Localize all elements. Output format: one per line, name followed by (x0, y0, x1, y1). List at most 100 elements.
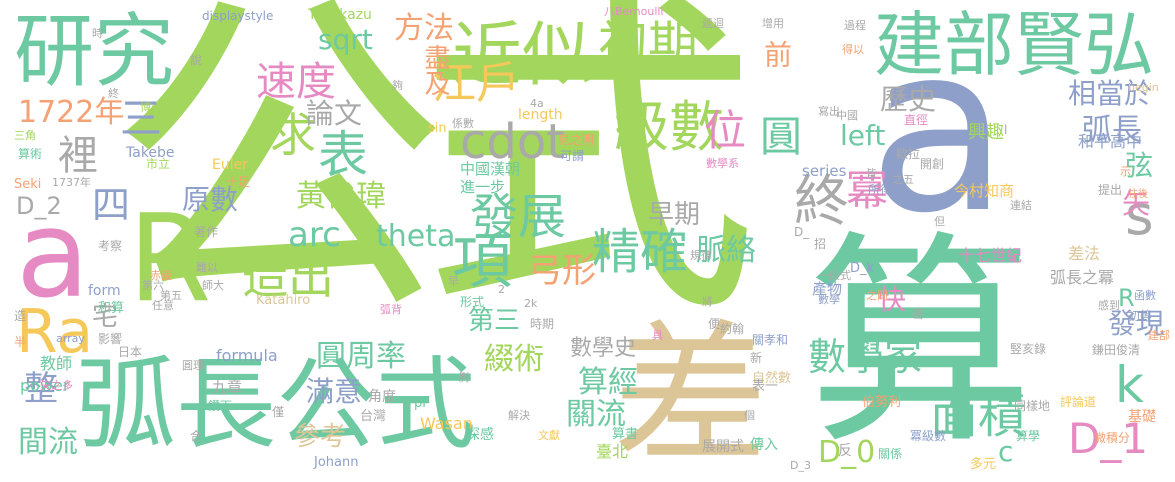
word-de-yi: 得以 (842, 43, 864, 56)
word-zhuo-shu: 綴術 (484, 342, 544, 377)
word-mai-luo: 脈絡 (696, 233, 756, 268)
word-zhi-wu: 之五 (892, 173, 914, 186)
word-di-wu: 第五 (160, 289, 182, 302)
word-shu-xue: 數學 (818, 293, 840, 306)
word-shi-zu: 十足 (226, 175, 251, 189)
word-xie-chu: 寫出 (818, 105, 840, 118)
word-xiang-dang-yu: 相當於 (1068, 77, 1153, 110)
word-mi: 冪 (846, 166, 889, 215)
word-san: 三 (120, 94, 163, 143)
word-ou-la: 歐拉 (896, 147, 921, 161)
word-D-2: D_2 (16, 192, 62, 220)
word-ren-yi: 任意 (152, 299, 174, 312)
word-fa-zhan: 發展 (470, 189, 567, 245)
word-jin-cun-zhi-shang: 今村知商 (954, 182, 1015, 200)
word-D-1: D_1 (1068, 414, 1149, 463)
word-zhao: 招 (814, 237, 827, 251)
word-ying-xiang: 影響 (98, 332, 123, 346)
word-jin-si: 近似 (452, 14, 592, 96)
word-s: s (1125, 183, 1154, 247)
word-he-suan: 和算 (98, 301, 125, 316)
word-huang-jun-wei: 黃俊瑋 (296, 179, 386, 214)
word-lian-jie: 連結 (1010, 199, 1032, 212)
word-kao-cha: 考察 (98, 239, 123, 253)
word-kuai: 快 (878, 283, 907, 316)
word-dan: 但 (934, 215, 945, 228)
word-cha: 差 (613, 305, 768, 482)
word-ju: 具 (652, 329, 663, 342)
word-suo-de: 所得 (868, 183, 893, 197)
word-1737: 1737年 (52, 176, 91, 189)
word-ping-lun-dao: 評論道 (1060, 395, 1097, 409)
word-k: k (1115, 356, 1144, 414)
word-R-large: R (128, 190, 212, 329)
word-jin-yi-bu: 進一步 (460, 178, 506, 196)
word-biao: 表 (318, 126, 368, 184)
word-kai-chuang: 開創 (920, 157, 945, 171)
word-jiang-hu: 江戶 (432, 58, 520, 109)
word-ci-da: 師大 (202, 279, 224, 292)
word-shu-xue-jia: 數學家 (808, 335, 923, 379)
word-gui-lv: 規律 (690, 249, 712, 262)
word-xing-shi: 形式 (460, 295, 485, 309)
word-bo-shi: 博士 (140, 101, 162, 114)
word-yi-ban-shi: 一般式 (818, 269, 851, 282)
word-hu-bei: 弧背 (380, 303, 402, 316)
word-ban: 半 (14, 335, 27, 349)
word-yuan: 圓 (760, 112, 803, 161)
word-power: power (20, 376, 70, 395)
word-di-san: 第三 (468, 306, 521, 336)
word-ji-chu: 基礎 (1128, 409, 1156, 425)
word-fa-xian: 發現 (1108, 307, 1165, 340)
word-zhu-zuo: 著作 (194, 225, 219, 239)
word-ji-shu: 級數 (614, 95, 725, 159)
word-bernoulli: 八Bernoulli (604, 5, 664, 18)
word-wei: 位 (704, 106, 747, 155)
word-suan: 算 (808, 213, 1033, 475)
word-shi-time: 時 (92, 27, 103, 40)
word-xiang: 項 (452, 227, 512, 297)
word-zhou-li: 圓理 (182, 359, 204, 372)
word-yuan-shu: 原數 (182, 183, 239, 216)
word-chan-wu: 產物 (812, 280, 843, 298)
word-chu-deng: 初等 (1128, 309, 1153, 323)
word-jing-que: 精確 (592, 224, 689, 280)
word-D-3: D_3 (790, 459, 811, 472)
word-cdot: cdot (460, 114, 566, 170)
word-biao-yi: 表一 (752, 379, 779, 394)
word-shi: 矢 (1122, 187, 1151, 220)
word-zhi-jing: 直徑 (904, 113, 929, 127)
word-jie-jue: 解決 (508, 409, 530, 422)
word-xin: 新 (750, 351, 763, 365)
word-hu-chang-gong-shi: 弧長公式 (76, 346, 476, 463)
word-2k: 2k (524, 297, 538, 310)
word-ti-chu: 提出 (1098, 183, 1123, 197)
word-katahiro: Katahiro (256, 293, 311, 308)
word-can-kao: 參考 (294, 422, 347, 452)
word-arc: arc (288, 215, 341, 255)
word-cha-fa: 差法 (1068, 244, 1101, 263)
word-li: 裡 (58, 133, 98, 179)
word-yuan-zhou-lu: 圓周率 (316, 339, 406, 374)
word-xi-shu: 係數 (452, 117, 474, 130)
word-ge: 個 (744, 409, 755, 422)
word-han-shu: 函數 (1134, 289, 1156, 302)
word-he: 合 (190, 429, 203, 443)
word-jiao-shi: 教師 (40, 354, 73, 373)
word-chi-fan: 赤飯 (150, 269, 172, 282)
word-he-ping-gao-zhong: 和平高中 (1078, 132, 1143, 151)
word-jian-liu: 間流 (18, 425, 78, 460)
word-tong-yang-di: 同樣地 (1014, 399, 1051, 413)
word-guan-liu: 關流 (566, 397, 626, 432)
word-suan-xue: 算學 (1016, 429, 1041, 443)
word-jiu-zhang: 九章 (212, 378, 243, 396)
word-shen-gan: 深感 (466, 427, 494, 443)
word-xian: 弦 (1125, 149, 1154, 182)
word-D-small: D_ (794, 225, 810, 239)
word-zhong-guo: 中國 (836, 109, 858, 122)
word-chu-qi: 初期 (598, 16, 698, 74)
word-wei-ji-fen: 微積分 (1094, 431, 1131, 445)
word-2: 2 (498, 283, 505, 296)
word-guo-cheng: 過程 (844, 19, 866, 32)
word-jin: 僅 (272, 405, 285, 419)
